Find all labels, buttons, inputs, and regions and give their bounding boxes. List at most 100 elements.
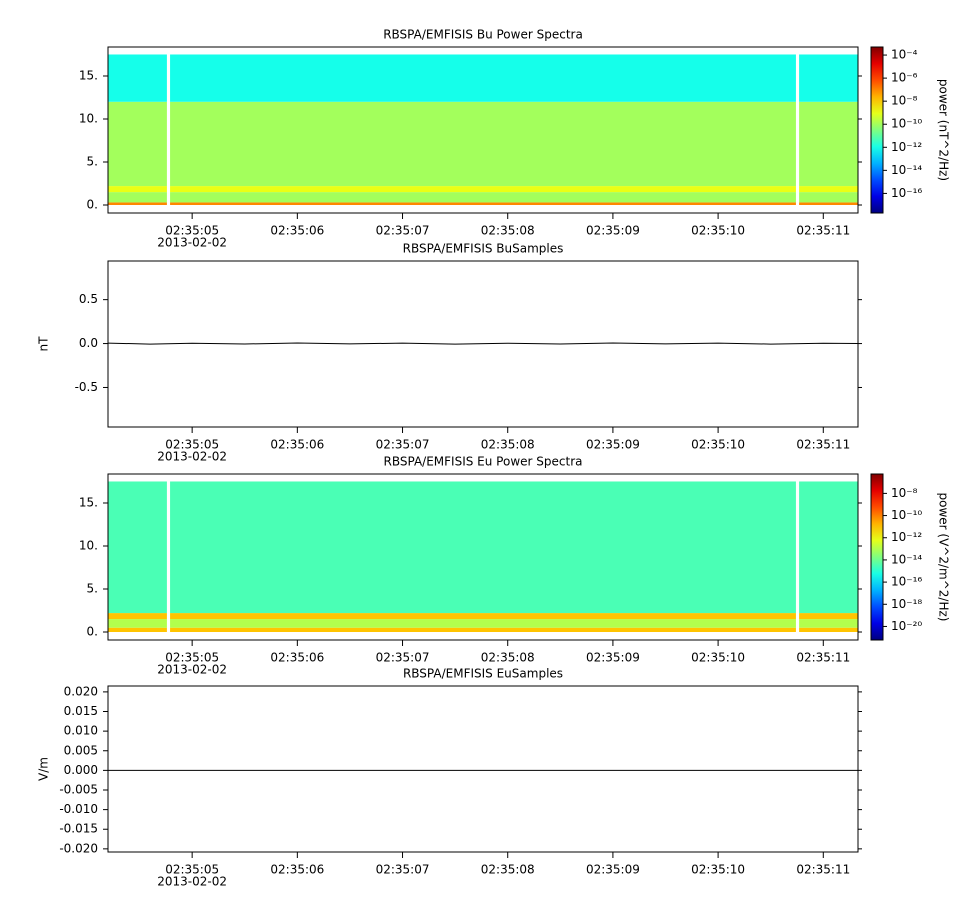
chart-title: RBSPA/EMFISIS Bu Power Spectra (383, 28, 583, 42)
y-tick-label: -0.5 (75, 380, 98, 394)
y-tick-label: 10. (79, 538, 98, 552)
date-label: 2013-02-02 (157, 236, 227, 250)
colorbar-tick-label: 10⁻¹⁰ (891, 117, 922, 131)
y-tick-label: 0.010 (64, 724, 98, 738)
spectrogram-cell (170, 101, 796, 187)
chart-title: RBSPA/EMFISIS EuSamples (403, 667, 563, 681)
colorbar-tick-label: 10⁻¹⁶ (891, 575, 922, 589)
spectrogram-cell (170, 481, 796, 614)
y-tick-label: 0.000 (64, 763, 98, 777)
x-tick-label: 02:35:07 (376, 651, 430, 665)
x-tick-label: 02:35:07 (376, 863, 430, 877)
y-tick-label: -0.005 (59, 782, 98, 796)
spectrogram-cell (799, 186, 858, 193)
date-label: 2013-02-02 (157, 875, 227, 889)
colorbar-tick-label: 10⁻¹² (891, 530, 922, 544)
date-label: 2013-02-02 (157, 450, 227, 464)
x-tick-label: 02:35:11 (796, 863, 850, 877)
x-tick-label: 02:35:05 (165, 863, 219, 877)
date-label: 2013-02-02 (157, 663, 227, 677)
y-tick-label: 15. (79, 68, 98, 82)
colorbar-tick-label: 10⁻¹⁴ (891, 552, 922, 566)
x-tick-label: 02:35:10 (691, 863, 745, 877)
colorbar-tick-label: 10⁻⁴ (891, 48, 918, 62)
chart-title: RBSPA/EMFISIS Eu Power Spectra (384, 455, 583, 469)
y-tick-label: 0. (87, 625, 98, 639)
y-tick-label: 0.015 (64, 704, 98, 718)
colorbar-tick-label: 10⁻⁶ (891, 71, 918, 85)
plot-frame (107, 46, 859, 214)
spectrogram-cell (799, 202, 858, 206)
x-tick-label: 02:35:05 (165, 438, 219, 452)
spectrogram-cell (170, 54, 796, 102)
y-tick-label: -0.015 (59, 822, 98, 836)
spectrogram-cell (170, 619, 796, 628)
x-tick-label: 02:35:06 (270, 651, 324, 665)
spectrogram-cell (108, 54, 167, 102)
spectrogram-cell (799, 627, 858, 633)
y-tick-label: 10. (79, 111, 98, 125)
spectrogram-cell (108, 186, 167, 193)
colorbar (870, 46, 884, 214)
spectrogram-cell (799, 613, 858, 620)
colorbar-tick-label: 10⁻¹⁴ (891, 163, 922, 177)
y-tick-label: -0.020 (59, 841, 98, 855)
x-tick-label: 02:35:08 (481, 863, 535, 877)
plot-frame (107, 473, 859, 641)
colorbar-tick-label: 10⁻¹⁸ (891, 597, 922, 611)
x-tick-label: 02:35:06 (270, 863, 324, 877)
spectrogram-cell (799, 101, 858, 187)
x-tick-label: 02:35:11 (796, 224, 850, 238)
spectrogram-cell (108, 101, 167, 187)
plot-frame (107, 685, 859, 853)
spectrogram-cell (108, 613, 167, 620)
x-tick-label: 02:35:08 (481, 438, 535, 452)
spectrogram-cell (799, 619, 858, 628)
spectrogram-cell (799, 481, 858, 614)
y-tick-label: 0.005 (64, 743, 98, 757)
spectrogram-cell (170, 627, 796, 633)
x-tick-label: 02:35:09 (586, 224, 640, 238)
line-series (107, 342, 859, 345)
spectrogram-cell (170, 202, 796, 206)
colorbar-tick-label: 10⁻¹⁰ (891, 508, 922, 522)
x-tick-label: 02:35:05 (165, 224, 219, 238)
colorbar-tick-label: 10⁻¹⁶ (891, 186, 922, 200)
y-axis-label: nT (37, 336, 51, 352)
x-tick-label: 02:35:06 (270, 438, 324, 452)
spectrogram-cell (170, 186, 796, 193)
colorbar-tick-label: 10⁻²⁰ (891, 619, 922, 633)
x-tick-label: 02:35:09 (586, 863, 640, 877)
x-tick-label: 02:35:07 (376, 438, 430, 452)
x-tick-label: 02:35:07 (376, 224, 430, 238)
colorbar-label: power (nT^2/Hz) (937, 79, 951, 181)
y-tick-label: 0.020 (64, 684, 98, 698)
spectrogram-cell (170, 192, 796, 203)
x-tick-label: 02:35:05 (165, 651, 219, 665)
x-tick-label: 02:35:09 (586, 651, 640, 665)
colorbar-label: power (V^2/m^2/Hz) (937, 493, 951, 622)
x-tick-label: 02:35:10 (691, 651, 745, 665)
spectrogram-cell (108, 619, 167, 628)
colorbar (870, 473, 884, 641)
x-tick-label: 02:35:09 (586, 438, 640, 452)
x-tick-label: 02:35:08 (481, 651, 535, 665)
y-tick-label: 0.5 (79, 292, 98, 306)
spectrogram-cell (108, 202, 167, 206)
x-tick-label: 02:35:11 (796, 651, 850, 665)
spectrogram-cell (170, 613, 796, 620)
y-tick-label: 5. (87, 154, 98, 168)
chart-title: RBSPA/EMFISIS BuSamples (403, 242, 564, 256)
colorbar-tick-label: 10⁻¹² (891, 140, 922, 154)
x-tick-label: 02:35:10 (691, 438, 745, 452)
y-tick-label: 15. (79, 495, 98, 509)
y-tick-label: 0.0 (79, 336, 98, 350)
x-tick-label: 02:35:10 (691, 224, 745, 238)
y-tick-label: 5. (87, 581, 98, 595)
y-tick-label: -0.010 (59, 802, 98, 816)
spectrogram-cell (799, 54, 858, 102)
x-tick-label: 02:35:08 (481, 224, 535, 238)
y-axis-label: V/m (37, 757, 51, 781)
colorbar-tick-label: 10⁻⁸ (891, 486, 918, 500)
